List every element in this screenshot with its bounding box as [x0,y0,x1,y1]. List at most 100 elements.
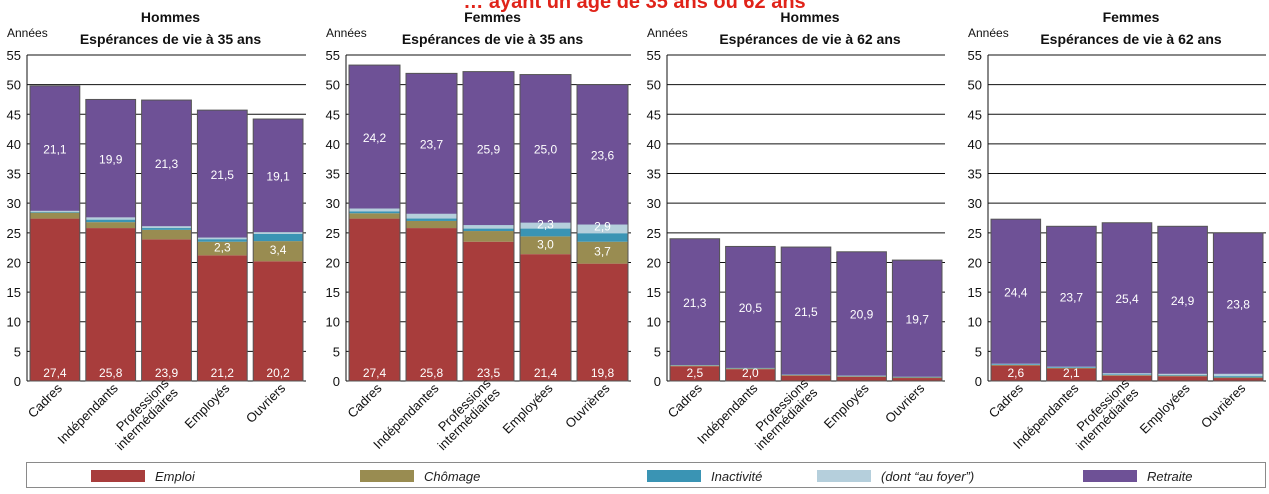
bar-chomage-independants [85,222,136,229]
panel-subtitle: Espérances de vie à 35 ans [402,31,584,47]
x-tick-label-cadres: Cadres [344,380,385,421]
data-label-emploi-independants: 2,0 [742,366,759,380]
y-tick-label: 35 [326,167,340,182]
data-label-emploi-cadres: 2,6 [1007,366,1024,380]
x-tick-label-independants: Indépendants [54,380,121,447]
y-tick-label: 20 [647,255,661,270]
bar-emploi-cadres [670,366,720,381]
x-tick-label-ouvrieres: Ouvrières [562,380,613,431]
bar-emploi-employees [1157,376,1208,381]
bar-chomage-independantes [406,220,457,229]
data-label-retraite-ouvriers: 19,7 [906,312,930,326]
data-label-retraite-cadres: 24,2 [363,131,387,145]
x-tick-label-cadres: Cadres [665,380,706,421]
bar-emploi-independants [725,369,776,381]
legend-swatch-inactivite [647,470,701,482]
bar-retraite-cadres [670,238,720,365]
legend-swatch-emploi [91,470,145,482]
y-tick-label: 35 [647,167,661,182]
bar-outline-professions-intermediaires [780,246,832,382]
bar-chomage-professions-intermediaires [1102,375,1152,376]
data-label-retraite-employes: 21,5 [211,168,235,182]
legend-item-retraite: Retraite [1083,469,1193,484]
bar-chomage-employes [197,241,248,256]
bar-au-foyer-employees [520,222,571,229]
bar-au-foyer-ouvrieres [1213,373,1263,377]
data-label-emploi-independants: 25,8 [99,366,123,380]
panel-subtitle: Espérances de vie à 62 ans [719,31,901,47]
legend-label-inactivite: Inactivité [711,468,763,484]
y-tick-label: 5 [654,344,661,359]
bar-chomage-cadres [991,364,1041,366]
bar-chomage-ouvrieres [577,241,628,264]
y-tick-label: 10 [326,315,340,330]
y-tick-label: 50 [7,78,21,93]
bar-emploi-employes [197,255,248,381]
legend-item-chomage: Chômage [360,469,480,484]
data-label-retraite-cadres: 21,1 [43,142,67,156]
data-label-retraite-professions-intermediaires: 25,4 [1115,292,1139,306]
data-label-chomage-ouvriers: 3,4 [270,243,287,257]
bar-retraite-ouvrieres [577,84,628,225]
y-tick-label: 45 [326,107,340,122]
bar-outline-professions-intermediaires [1101,222,1153,382]
bar-retraite-independants [725,246,776,368]
bar-outline-cadres [669,238,721,382]
data-label-emploi-employes: 21,2 [211,366,235,380]
bar-emploi-cadres [30,218,80,381]
bar-chomage-cadres [670,365,720,367]
bar-au-foyer-employes [197,237,248,240]
y-tick-label: 15 [968,285,982,300]
bar-outline-professions-intermediaires [462,71,515,382]
bar-chomage-independantes [1046,367,1097,369]
data-label-chomage-ouvrieres: 3,7 [594,245,611,259]
legend-swatch-foyer [817,470,871,482]
legend: Emploi Chômage Inactivité (dont “au foye… [26,462,1266,488]
y-tick-label: 30 [7,196,21,211]
legend-swatch-retraite [1083,470,1137,482]
x-tick-label-cadres: Cadres [25,380,66,421]
bar-emploi-professions-intermediaires [463,241,514,381]
page-title: … ayant un âge de 35 ans ou 62 ans [463,0,806,13]
bar-chomage-cadres [30,212,80,219]
bar-emploi-employees [520,254,571,381]
bar-emploi-ouvriers [253,261,303,381]
bar-outline-ouvrieres [1212,232,1264,382]
bar-au-foyer-professions-intermediaires [463,225,514,229]
data-label-retraite-professions-intermediaires: 21,3 [155,157,179,171]
bar-outline-independantes [1046,225,1097,382]
legend-label-foyer: (dont “au foyer”) [881,468,975,484]
bar-outline-employees [1157,225,1208,382]
bar-emploi-ouvriers [892,378,942,381]
y-tick-label: 45 [647,107,661,122]
x-tick-label-ouvriers: Ouvriers [882,380,928,426]
data-label-emploi-employees: 21,4 [534,366,558,380]
bar-retraite-independantes [1046,226,1097,367]
data-label-emploi-ouvriers: 20,2 [266,366,290,380]
bar-outline-professions-intermediaires [141,99,192,382]
data-label-emploi-professions-intermediaires: 23,5 [477,366,501,380]
y-tick-label: 40 [7,137,21,152]
y-tick-label: 20 [326,255,340,270]
chart-panel-4: Femmes Espérances de vie à 62 ans Années 0 5… [968,9,1266,453]
y-tick-label: 10 [968,315,982,330]
bar-emploi-cadres [349,218,400,381]
y-tick-label: 50 [647,78,661,93]
bar-outline-cadres [348,64,401,382]
data-label-inactivite-ouvrieres: 2,9 [594,220,611,234]
bar-chomage-ouvrieres [1213,377,1263,379]
bar-retraite-ouvrieres [1213,232,1263,374]
y-tick-label: 0 [654,374,661,389]
bar-au-foyer-independants [85,217,136,220]
data-label-emploi-independantes: 2,1 [1063,366,1080,380]
panel-subtitle: Espérances de vie à 35 ans [80,31,262,47]
legend-label-emploi: Emploi [155,468,195,484]
y-tick-label: 20 [968,255,982,270]
y-tick-label: 50 [968,78,982,93]
bar-outline-ouvrieres [576,84,629,382]
bar-au-foyer-ouvriers [253,232,303,235]
data-label-retraite-cadres: 24,4 [1004,285,1028,299]
chart-panel-2: Femmes Espérances de vie à 35 ans Années 0 5… [326,9,631,453]
bar-outline-independants [725,245,776,382]
y-tick-label: 25 [968,226,982,241]
